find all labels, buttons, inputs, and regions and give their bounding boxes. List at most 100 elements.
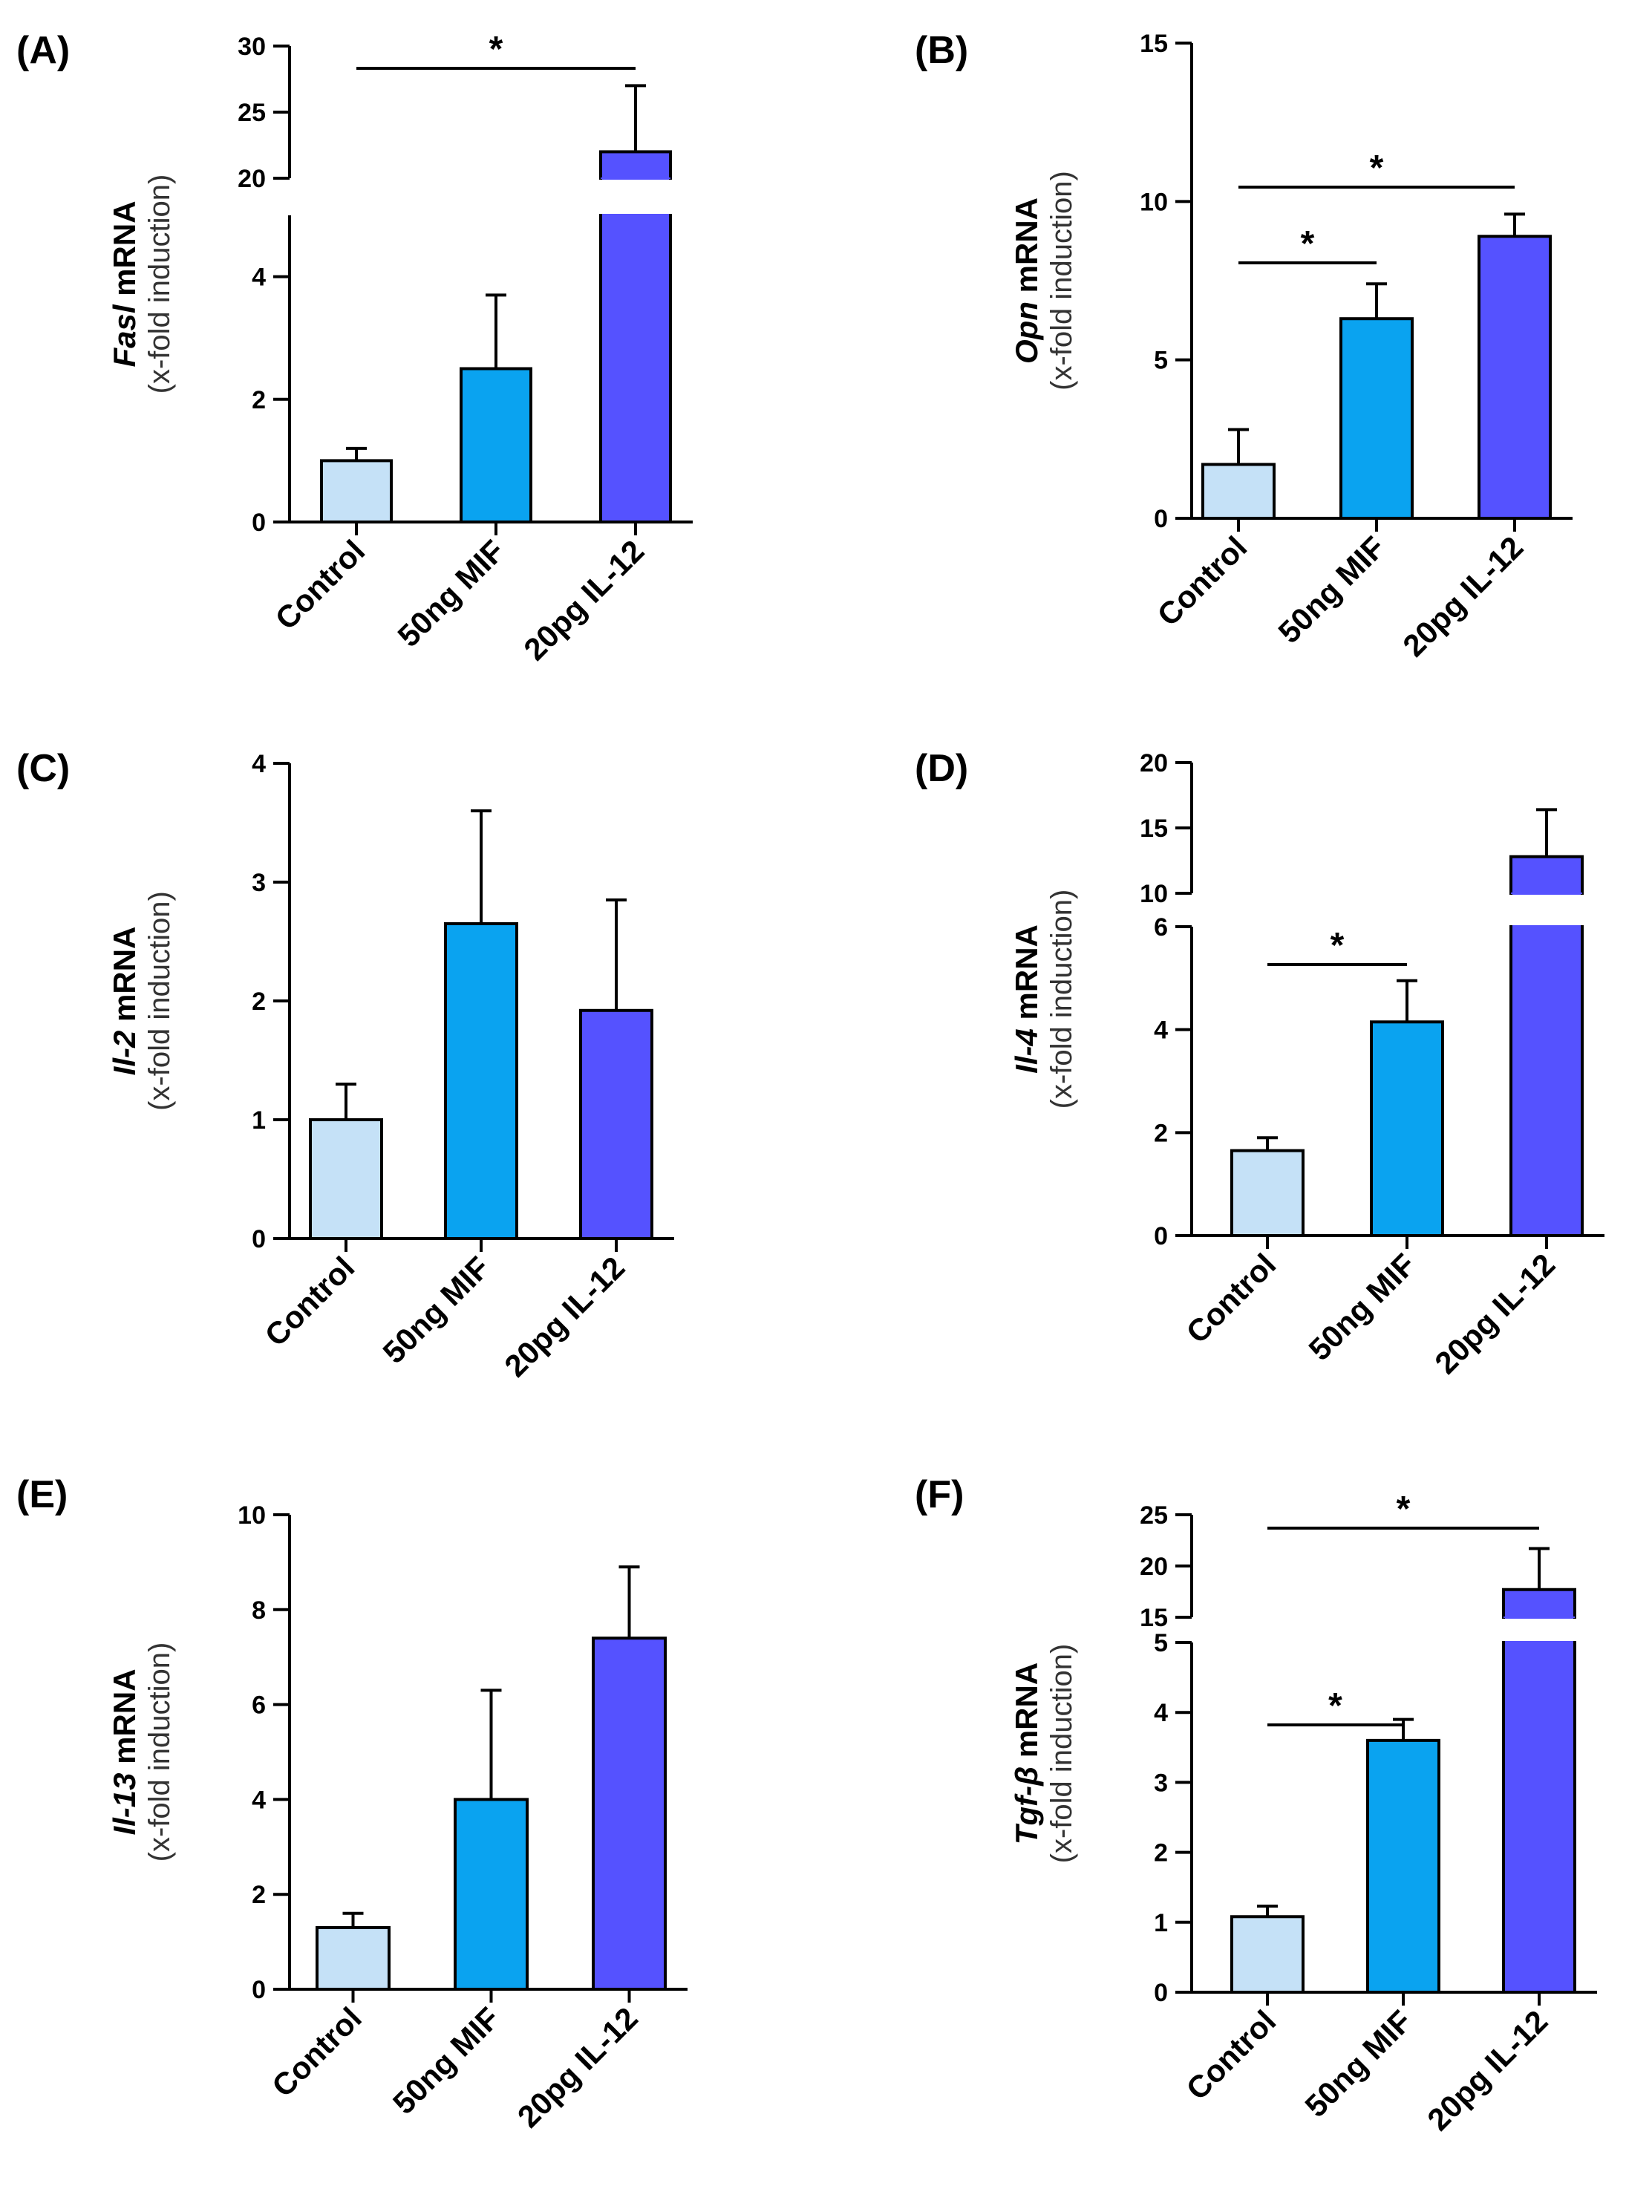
category-label: 50ng MIF: [386, 2000, 506, 2121]
y-tick-label: 4: [1154, 1017, 1168, 1045]
y-tick-label: 0: [252, 1225, 266, 1253]
y-axis-title: Il-2 mRNA: [107, 927, 142, 1076]
y-tick-label: 0: [252, 509, 266, 537]
y-axis-subtitle: (x-fold induction): [143, 174, 176, 394]
bar-3: [1478, 235, 1552, 520]
panel-F: (F) Tgf-β mRNA (x-fold induction) 0 1 2 3 4 515 2…: [915, 1473, 1597, 2137]
y-axis-gene-name: Il-2: [107, 1031, 142, 1076]
y-axis-subtitle: (x-fold induction): [1045, 890, 1078, 1109]
bar-2: [460, 367, 532, 523]
y-tick-label: 0: [1154, 505, 1168, 533]
y-axis-unit: mRNA: [107, 927, 142, 1031]
category-label: 50ng MIF: [1298, 2003, 1418, 2124]
bar-2: [1370, 1020, 1444, 1238]
axis-break-gap: [1508, 895, 1585, 925]
significance-star: *: [1328, 1686, 1342, 1726]
y-tick-label: 3: [1154, 1769, 1168, 1797]
panel-C: (C) Il-2 mRNA (x-fold induction) 0 1 2 3 4 Contr…: [16, 747, 674, 1383]
panel-label: (B): [915, 29, 968, 72]
panel-label: (F): [915, 1473, 964, 1516]
bar-2: [444, 922, 518, 1240]
y-axis-title: Il-13 mRNA: [107, 1668, 142, 1835]
bar-2: [454, 1798, 529, 1991]
y-axis-subtitle: (x-fold induction): [143, 891, 176, 1111]
y-tick-label: 2: [1154, 1839, 1168, 1867]
y-tick-label: 4: [252, 750, 266, 778]
y-tick-label: 2: [1154, 1119, 1168, 1147]
y-axis-title: Tgf-β mRNA: [1009, 1663, 1044, 1844]
category-label: 20pg IL-12: [1420, 2003, 1554, 2137]
y-axis-gene-name: Il-4: [1009, 1028, 1044, 1074]
y-tick-label: 5: [1154, 1629, 1168, 1657]
y-tick-label: 1: [1154, 1909, 1168, 1937]
y-tick-label: 2: [252, 1881, 266, 1909]
panel-label: (E): [16, 1473, 68, 1516]
y-tick-label: 10: [238, 1501, 266, 1530]
y-tick-label: 6: [1154, 913, 1168, 942]
panel-A: (A) Fasl mRNA (x-fold induction) 0 2 4 20 25 30 C…: [16, 29, 693, 667]
significance-star: *: [1301, 224, 1315, 264]
y-tick-label: 10: [1140, 880, 1168, 908]
panel-D: (D) Il-4 mRNA (x-fold induction) 0 2 4 6 10 15 20…: [915, 747, 1604, 1380]
y-axis-unit: mRNA: [1009, 198, 1044, 301]
y-axis-unit: mRNA: [107, 1668, 142, 1772]
y-axis-title: Opn mRNA: [1009, 198, 1044, 364]
panel-B: (B) Opn mRNA (x-fold induction) 0 5 10 15 Contr…: [915, 29, 1573, 663]
y-axis-unit: mRNA: [107, 200, 142, 304]
y-axis-title: Fasl mRNA: [107, 200, 142, 367]
y-tick-label: 6: [252, 1691, 266, 1720]
y-tick-label: 0: [1154, 1979, 1168, 2007]
y-tick-label: 1: [252, 1106, 266, 1135]
y-tick-label: 0: [1154, 1222, 1168, 1250]
category-label: Control: [265, 2000, 368, 2104]
bar-1: [1230, 1915, 1305, 1994]
y-axis-subtitle: (x-fold induction): [1045, 1644, 1078, 1864]
category-label: 50ng MIF: [1302, 1247, 1422, 1367]
y-tick-label: 2: [252, 988, 266, 1016]
bar-1: [1230, 1149, 1305, 1237]
y-axis-gene-name: Opn: [1009, 301, 1044, 364]
category-label: 20pg IL-12: [1428, 1247, 1561, 1380]
significance-star: *: [489, 30, 503, 69]
y-tick-label: 15: [1140, 1604, 1168, 1632]
bar-2: [1339, 317, 1414, 520]
category-label: Control: [1151, 529, 1254, 633]
y-axis-subtitle: (x-fold induction): [143, 1642, 176, 1862]
y-tick-label: 2: [252, 386, 266, 414]
y-axis-unit: mRNA: [1009, 924, 1044, 1028]
panel-label: (A): [16, 29, 70, 72]
y-tick-label: 4: [252, 1786, 266, 1814]
bar-3: [592, 1637, 667, 1991]
bar-1: [309, 1118, 383, 1240]
y-tick-label: 25: [238, 99, 266, 127]
category-label: Control: [1180, 1247, 1283, 1350]
bar-2: [1366, 1738, 1440, 1994]
y-axis-gene-name: Il-13: [107, 1772, 142, 1835]
y-tick-label: 10: [1140, 188, 1168, 216]
y-tick-label: 4: [252, 264, 266, 292]
bar-3: [579, 1008, 653, 1241]
y-axis-unit: mRNA: [1009, 1663, 1044, 1766]
axis-break-gap: [598, 180, 673, 214]
y-tick-label: 20: [238, 165, 266, 193]
y-tick-label: 20: [1140, 749, 1168, 777]
category-label: Control: [1180, 2003, 1283, 2107]
y-axis-gene-name: Tgf-β: [1009, 1766, 1044, 1844]
y-tick-label: 3: [252, 869, 266, 897]
category-label: Control: [258, 1250, 362, 1353]
y-axis-subtitle: (x-fold induction): [1045, 171, 1078, 391]
y-tick-label: 15: [1140, 30, 1168, 58]
bar-1: [316, 1925, 391, 1991]
category-label: 20pg IL-12: [511, 2000, 644, 2134]
bar-1: [320, 459, 393, 524]
significance-star: *: [1397, 1490, 1411, 1529]
panel-label: (C): [16, 747, 70, 790]
category-label: 20pg IL-12: [517, 533, 650, 667]
y-tick-label: 8: [252, 1596, 266, 1625]
y-tick-label: 25: [1140, 1501, 1168, 1530]
y-tick-label: 30: [238, 33, 266, 61]
category-label: 50ng MIF: [391, 533, 511, 653]
category-label: Control: [269, 533, 372, 636]
category-label: 20pg IL-12: [1396, 529, 1529, 663]
panel-E: (E) Il-13 mRNA (x-fold induction) 0 2 4 6 8 10 Co…: [16, 1473, 688, 2134]
